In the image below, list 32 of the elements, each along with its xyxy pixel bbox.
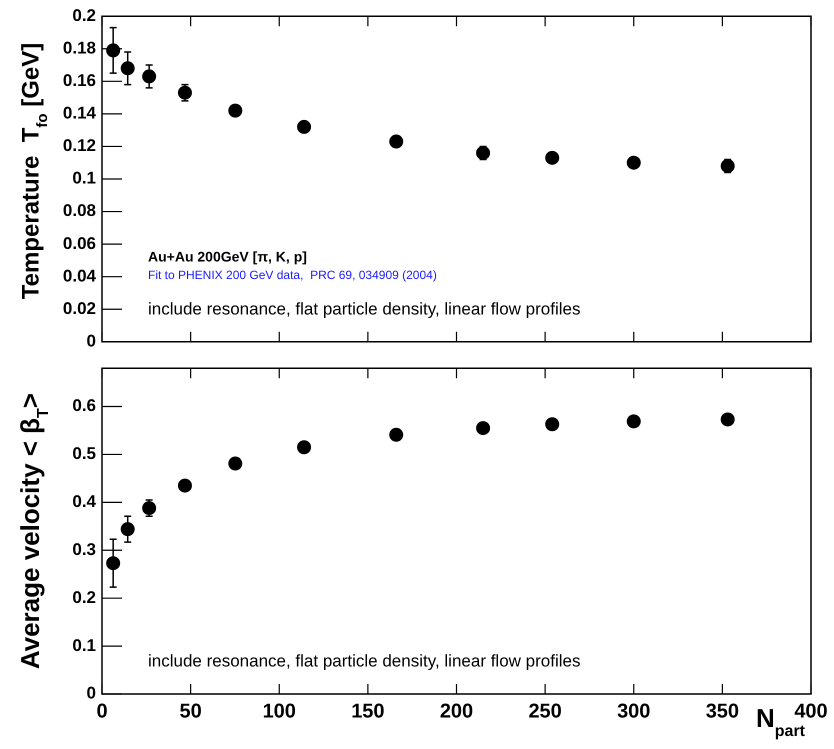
- annotation: include resonance, flat particle density, linear flow profiles: [148, 652, 580, 671]
- annotation: Fit to PHENIX 200 GeV data, PRC 69, 034909 (2004): [148, 268, 437, 282]
- y-tick-label: 0.2: [72, 6, 96, 25]
- y-tick-label: 0.08: [62, 201, 96, 220]
- x-tick-label: 50: [180, 700, 202, 723]
- x-tick-label: 200: [440, 700, 474, 723]
- y-tick-label: 0.16: [62, 71, 96, 90]
- y-tick-label: 0.4: [72, 492, 97, 512]
- y-tick-label: 0.1: [72, 168, 96, 188]
- y-tick-label: 0: [86, 684, 96, 703]
- y-axis-title: Temperature Tfo [GeV]: [17, 42, 51, 300]
- x-tick-label: 150: [351, 700, 385, 723]
- y-tick-label: 0.2: [72, 588, 96, 607]
- y-tick-label: 0.6: [72, 396, 96, 416]
- y-tick-label: 0.02: [62, 298, 96, 318]
- y-tick-label: 0.18: [62, 38, 96, 58]
- y-axis-title: Average velocity < βT>: [15, 393, 52, 670]
- y-tick-label: 0.04: [62, 266, 97, 286]
- x-tick-label: 100: [262, 700, 296, 723]
- y-tick-label: 0.06: [62, 234, 96, 253]
- y-tick-label: 0.5: [72, 444, 96, 464]
- x-tick-label: 350: [706, 700, 740, 723]
- y-tick-label: 0: [86, 331, 96, 350]
- annotation: include resonance, flat particle density, linear flow profiles: [148, 299, 580, 318]
- annotation: Au+Au 200GeV [π, K, p]: [148, 248, 307, 265]
- y-tick-label: 0.1: [72, 636, 96, 655]
- x-tick-label: 250: [528, 700, 562, 723]
- x-tick-label: 300: [617, 700, 650, 723]
- y-tick-label: 0.3: [72, 540, 96, 559]
- y-tick-label: 0.12: [62, 136, 96, 156]
- y-tick-label: 0.14: [62, 104, 97, 123]
- x-tick-label: 400: [794, 700, 828, 723]
